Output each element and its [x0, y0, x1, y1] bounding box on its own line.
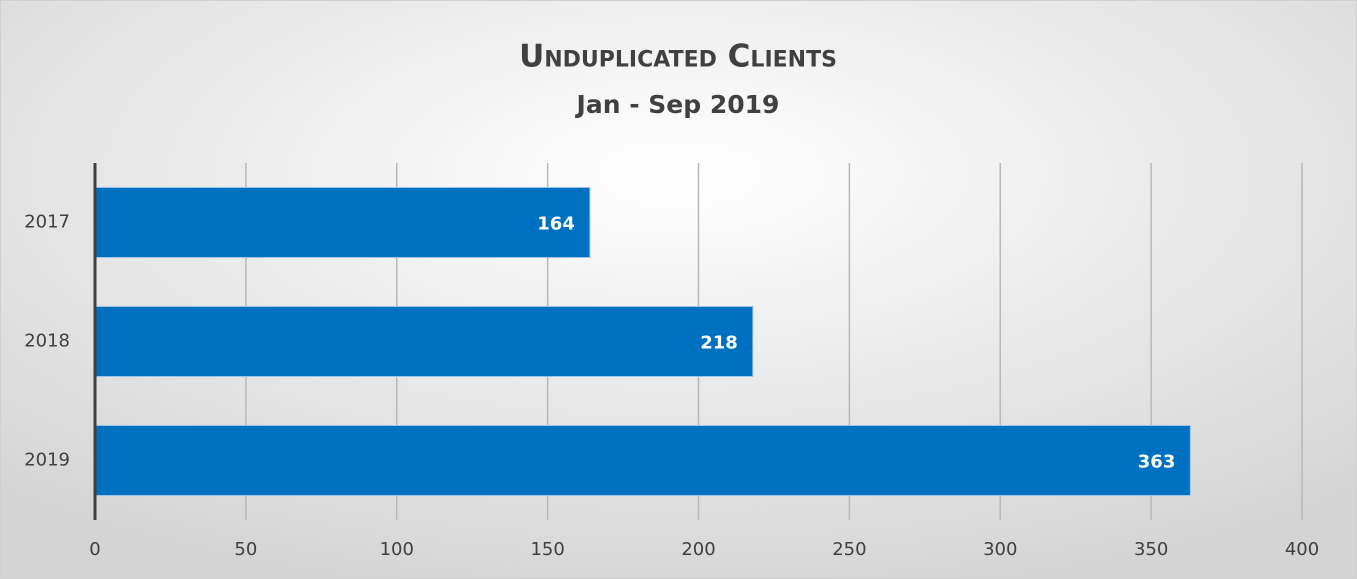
x-tick-label: 50 [234, 539, 257, 560]
y-tick-label: 2018 [24, 331, 70, 352]
x-tick-label: 100 [380, 539, 414, 560]
x-tick-label: 250 [832, 539, 866, 560]
x-tick-label: 300 [983, 539, 1017, 560]
data-label: 218 [700, 333, 738, 354]
x-tick-label: 150 [530, 539, 564, 560]
chart-title: Unduplicated Clients [519, 39, 837, 75]
x-tick-label: 400 [1285, 539, 1319, 560]
x-tick-label: 350 [1134, 539, 1168, 560]
y-tick-label: 2017 [24, 212, 70, 233]
bar [94, 306, 754, 377]
data-label: 363 [1138, 452, 1176, 473]
bar [94, 425, 1191, 496]
data-label: 164 [537, 214, 575, 235]
x-tick-label: 0 [89, 539, 100, 560]
chart-subtitle: Jan - Sep 2019 [575, 90, 780, 119]
x-tick-label: 200 [681, 539, 715, 560]
y-tick-label: 2019 [24, 450, 70, 471]
bar [94, 187, 591, 258]
